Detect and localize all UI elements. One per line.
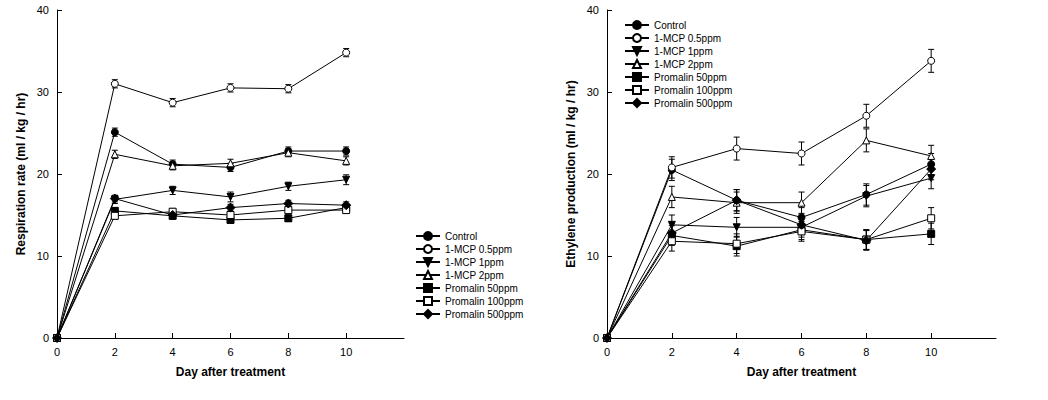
svg-text:8: 8 xyxy=(285,346,291,358)
svg-text:Respiration rate (ml / kg / hr: Respiration rate (ml / kg / hr) xyxy=(14,93,28,256)
svg-text:0: 0 xyxy=(604,346,610,358)
svg-text:40: 40 xyxy=(37,4,49,16)
svg-text:2: 2 xyxy=(669,346,675,358)
svg-text:8: 8 xyxy=(863,346,869,358)
svg-text:Control: Control xyxy=(654,20,686,31)
svg-text:10: 10 xyxy=(340,346,352,358)
svg-text:1-MCP 2ppm: 1-MCP 2ppm xyxy=(445,270,504,281)
svg-text:20: 20 xyxy=(37,168,49,180)
svg-text:Control: Control xyxy=(445,231,477,242)
svg-text:0: 0 xyxy=(593,332,599,344)
svg-text:Promalin 500ppm: Promalin 500ppm xyxy=(654,98,732,109)
svg-text:10: 10 xyxy=(587,250,599,262)
svg-text:0: 0 xyxy=(43,332,49,344)
svg-text:Ethylene production (ml / kg /: Ethylene production (ml / kg / hr) xyxy=(564,80,578,267)
svg-text:Promalin 100ppm: Promalin 100ppm xyxy=(654,85,732,96)
svg-text:30: 30 xyxy=(37,86,49,98)
svg-text:Promalin 500ppm: Promalin 500ppm xyxy=(445,309,523,320)
svg-text:2: 2 xyxy=(112,346,118,358)
svg-text:1-MCP 1ppm: 1-MCP 1ppm xyxy=(445,257,504,268)
svg-text:Promalin 50ppm: Promalin 50ppm xyxy=(654,72,727,83)
svg-text:0: 0 xyxy=(54,346,60,358)
svg-text:10: 10 xyxy=(37,250,49,262)
svg-text:6: 6 xyxy=(227,346,233,358)
svg-text:Promalin 50ppm: Promalin 50ppm xyxy=(445,283,518,294)
svg-text:Day after treatment: Day after treatment xyxy=(747,365,856,379)
svg-text:1-MCP 0.5ppm: 1-MCP 0.5ppm xyxy=(445,244,512,255)
svg-text:20: 20 xyxy=(587,168,599,180)
svg-text:4: 4 xyxy=(170,346,176,358)
svg-text:1-MCP 0.5ppm: 1-MCP 0.5ppm xyxy=(654,33,721,44)
svg-text:Promalin 100ppm: Promalin 100ppm xyxy=(445,296,523,307)
svg-text:10: 10 xyxy=(925,346,937,358)
svg-text:30: 30 xyxy=(587,86,599,98)
svg-text:40: 40 xyxy=(587,4,599,16)
svg-text:1-MCP 2ppm: 1-MCP 2ppm xyxy=(654,59,713,70)
svg-text:6: 6 xyxy=(798,346,804,358)
svg-text:Day after treatment: Day after treatment xyxy=(176,365,285,379)
svg-text:1-MCP 1ppm: 1-MCP 1ppm xyxy=(654,46,713,57)
svg-text:4: 4 xyxy=(734,346,740,358)
